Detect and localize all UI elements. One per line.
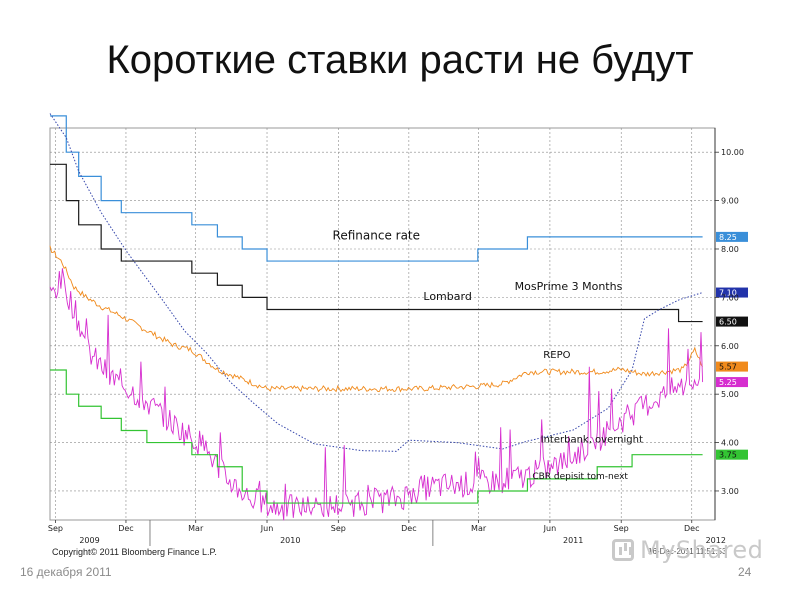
series-label-repo: REPO	[543, 350, 570, 361]
brand-watermark: MyShared	[612, 536, 763, 564]
last-value-text-refinance-rate: 8.25	[719, 233, 737, 242]
y-tick-label: 6.00	[721, 342, 739, 351]
series-line-interbank-overnight	[49, 268, 704, 521]
series-line-cbr-depisit-tom-next	[50, 369, 703, 504]
x-tick-label: Sep	[614, 524, 629, 533]
series-line-mosprime-3-months	[49, 113, 703, 452]
x-year-label: 2009	[79, 536, 99, 545]
brand-name: MyShared	[640, 536, 764, 564]
x-tick-label: Dec	[684, 524, 699, 533]
x-tick-label: Mar	[188, 524, 204, 533]
x-tick-label: Dec	[118, 524, 133, 533]
series-label-refinance-rate: Refinance rate	[333, 228, 420, 242]
axis-layer: Sep Dec Mar Jun Sep Dec Mar Jun Sep Dec 2009 2010 20…	[48, 128, 744, 546]
last-value-text-lombard: 6.50	[719, 318, 737, 327]
last-value-text-mosprime-3-months: 7.10	[719, 289, 737, 298]
x-tick-label: Sep	[331, 524, 346, 533]
last-value-badge-cbr-depisit-tom-next	[716, 449, 748, 460]
slide-title: Короткие ставки расти не будут	[106, 38, 694, 82]
x-tick-label: Sep	[48, 524, 63, 533]
y-tick-label: 4.00	[721, 439, 739, 448]
x-tick-label: Dec	[401, 524, 416, 533]
footer-date: 16 декабря 2011	[20, 565, 112, 579]
y-tick-label: 7.00	[721, 293, 739, 302]
last-value-badge-repo	[716, 361, 748, 372]
x-year-label: 2011	[563, 536, 583, 545]
series-line-repo	[49, 245, 703, 393]
series-label-cbr-depisit-tom-next: CBR depisit tom-next	[532, 472, 628, 482]
x-tick-label: Jun	[543, 524, 557, 533]
page-number: 24	[738, 565, 752, 579]
last-value-text-interbank-overnight: 5.25	[719, 378, 737, 387]
series-line-lombard	[50, 163, 703, 323]
last-value-badge-lombard	[716, 316, 748, 327]
grid-layer	[49, 127, 716, 521]
chart-timestamp: 16-Dec-2011 11:51:53	[648, 547, 727, 556]
series-line-refinance-rate	[50, 115, 703, 262]
presentation-icon	[612, 539, 634, 561]
series-label-lombard: Lombard	[423, 290, 471, 303]
x-tick-label: Jun	[260, 524, 274, 533]
last-value-badge-refinance-rate	[716, 231, 748, 242]
x-tick-label: Mar	[471, 524, 487, 533]
last-value-text-cbr-depisit-tom-next: 3.75	[719, 451, 737, 460]
last-value-badge-mosprime-3-months	[716, 287, 748, 298]
last-value-badge-interbank-overnight	[716, 377, 748, 388]
chart-copyright: Copyright© 2011 Bloomberg Finance L.P.	[52, 547, 217, 557]
y-tick-label: 10.00	[721, 148, 744, 157]
series-layer	[49, 113, 704, 521]
last-value-text-repo: 5.57	[719, 363, 737, 372]
x-year-label: 2010	[280, 536, 300, 545]
plot-frame	[49, 127, 716, 521]
series-label-mosprime-3-months: MosPrime 3 Months	[515, 280, 623, 293]
y-tick-label: 3.00	[721, 487, 739, 496]
x-year-label: 2012	[706, 536, 726, 545]
y-tick-label: 5.00	[721, 390, 739, 399]
label-layer: Refinance rate 8.25 Lombard 6.50 MosPrime 3 …	[333, 228, 748, 482]
y-tick-label: 8.00	[721, 245, 739, 254]
y-tick-label: 9.00	[721, 197, 739, 206]
series-label-interbank-overnight: Interbank, overnight	[541, 435, 643, 446]
